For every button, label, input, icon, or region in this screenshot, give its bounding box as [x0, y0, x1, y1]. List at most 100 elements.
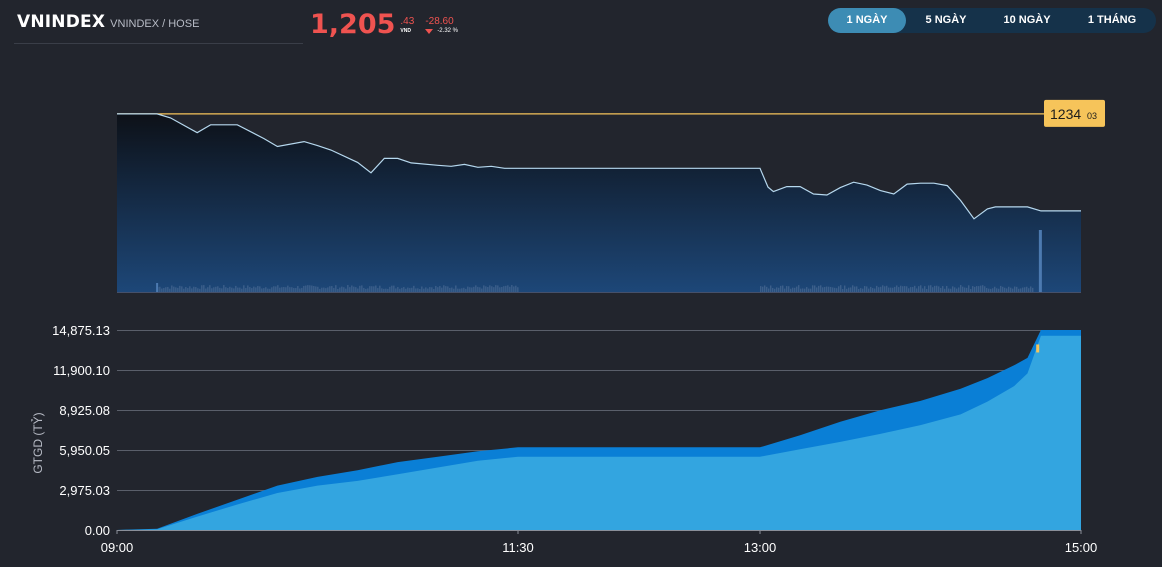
volume-bar	[852, 285, 854, 292]
volume-bar	[994, 286, 996, 292]
volume-bar	[275, 286, 277, 292]
volume-bar	[273, 286, 275, 292]
volume-bar	[784, 288, 786, 292]
volume-bar	[249, 287, 251, 292]
volume-bar	[355, 287, 357, 292]
volume-bar	[976, 286, 978, 292]
volume-bar	[163, 288, 165, 292]
volume-bar	[764, 285, 766, 292]
volume-bar	[1008, 286, 1010, 292]
volume-bar	[515, 285, 517, 292]
volume-bar	[459, 288, 461, 292]
tab-5-days[interactable]: 5 NGÀY	[925, 14, 967, 26]
volume-bar	[798, 285, 800, 292]
volume-bar	[864, 286, 866, 292]
volume-bar	[938, 286, 940, 292]
volume-bar	[762, 286, 764, 292]
reference-label-box	[1044, 99, 1105, 127]
volume-bar	[187, 288, 189, 292]
volume-bar	[838, 286, 840, 292]
volume-bar	[892, 287, 894, 292]
volume-bar	[818, 285, 820, 292]
volume-bar	[239, 287, 241, 292]
volume-bar	[898, 287, 900, 292]
volume-bar	[1010, 287, 1012, 292]
x-tick-label: 11:30	[502, 540, 534, 555]
volume-bar	[203, 285, 205, 292]
volume-bar	[359, 285, 361, 292]
volume-bar	[800, 288, 802, 292]
volume-bar	[936, 285, 938, 292]
volume-bar	[403, 287, 405, 292]
volume-bar	[251, 288, 253, 292]
tab-1-day[interactable]: 1 NGÀY	[828, 8, 906, 33]
volume-bar	[988, 288, 990, 292]
volume-bar	[908, 288, 910, 292]
price-block: 1,205 .43 VND -28.60 -2.32 %	[310, 8, 458, 42]
volume-bar	[277, 285, 279, 292]
volume-bar	[425, 287, 427, 292]
volume-bar	[1004, 287, 1006, 292]
volume-bar	[487, 287, 489, 292]
y-tick-label: 0.00	[85, 523, 110, 538]
volume-bar	[435, 285, 437, 292]
volume-bar	[832, 287, 834, 292]
volume-bar	[181, 286, 183, 292]
volume-bar	[219, 287, 221, 292]
volume-bar	[477, 286, 479, 292]
volume-bar	[960, 285, 962, 292]
volume-bar	[197, 288, 199, 292]
volume-bar	[165, 287, 167, 292]
volume-bar	[421, 286, 423, 292]
volume-bar	[437, 287, 439, 292]
volume-bar	[992, 288, 994, 292]
volume-bar	[822, 287, 824, 292]
volume-bar	[159, 286, 161, 292]
volume-bar	[826, 286, 828, 292]
volume-bar	[405, 288, 407, 292]
volume-bar	[952, 286, 954, 292]
volume-bar	[311, 285, 313, 292]
volume-bar	[427, 288, 429, 292]
tab-10-days[interactable]: 10 NGÀY	[1003, 14, 1051, 26]
volume-bar	[269, 288, 271, 292]
volume-bar	[814, 285, 816, 292]
volume-bar	[774, 288, 776, 292]
tab-1-month[interactable]: 1 THÁNG	[1087, 14, 1137, 26]
volume-bar	[888, 287, 890, 292]
volume-bar	[247, 285, 249, 292]
volume-bar	[313, 286, 315, 292]
volume-bar	[375, 285, 377, 292]
volume-bar	[934, 285, 936, 292]
volume-bar	[802, 288, 804, 292]
volume-bar	[225, 287, 227, 292]
volume-bar	[1030, 286, 1032, 292]
volume-bar	[391, 285, 393, 292]
volume-bar	[509, 286, 511, 292]
volume-bar	[790, 288, 792, 292]
volume-bar	[856, 286, 858, 292]
volume-bar	[315, 286, 317, 292]
volume-bar	[259, 286, 261, 292]
volume-bar	[373, 286, 375, 292]
price-change-percent: -2.32 %	[437, 28, 458, 34]
price-decimal: .43	[400, 16, 415, 27]
reference-suffix: 03	[1087, 111, 1097, 121]
volume-bar	[301, 287, 303, 292]
volume-bar	[503, 286, 505, 292]
y-tick-label: 5,950.05	[59, 443, 110, 458]
period-tabs: 1 NGÀY 5 NGÀY 10 NGÀY 1 THÁNG	[828, 8, 1156, 33]
volume-bar	[1024, 287, 1026, 292]
volume-bar	[457, 288, 459, 292]
volume-bar	[886, 285, 888, 292]
volume-bar	[423, 288, 425, 292]
volume-bar	[772, 287, 774, 292]
volume-bar	[211, 288, 213, 292]
price-value: 1,205	[310, 9, 396, 40]
volume-bar	[776, 287, 778, 292]
volume-bar	[156, 283, 159, 292]
volume-bar	[968, 285, 970, 292]
volume-bar	[415, 288, 417, 292]
volume-bar	[357, 288, 359, 292]
volume-bar	[335, 285, 337, 292]
